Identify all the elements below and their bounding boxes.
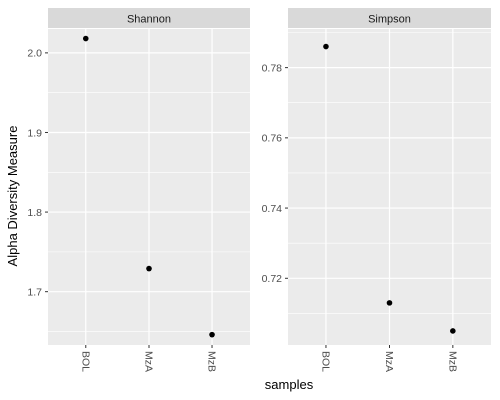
y-tick-label: 1.9 [27, 127, 42, 139]
x-tick-label-mza: MzA [383, 351, 395, 372]
data-point-simpson-bol [323, 44, 329, 50]
facet-strip-label: Simpson [368, 14, 411, 26]
facet-panels: Shannon 1.7 1.8 1.9 2.0 BOL MzA MzB Simpson 0.72 0… [27, 8, 491, 372]
y-tick-label: 1.7 [27, 286, 42, 298]
data-point-shannon-mzb [209, 332, 215, 338]
data-point-shannon-bol [83, 36, 89, 42]
x-tick-label-mzb: MzB [206, 351, 218, 372]
facet-strip-label: Shannon [127, 14, 171, 26]
y-tick-label: 0.78 [262, 62, 283, 74]
y-tick-label: 0.76 [262, 133, 283, 145]
x-tick-label-bol: BOL [79, 351, 91, 372]
x-tick-label-bol: BOL [319, 351, 331, 372]
x-tick-label-mza: MzA [143, 351, 155, 372]
data-point-simpson-mzb [450, 328, 456, 334]
y-axis-title: Alpha Diversity Measure [5, 126, 20, 267]
y-tick-label: 1.8 [27, 207, 42, 219]
x-axis-title: samples [265, 377, 314, 392]
facet-shannon: Shannon 1.7 1.8 1.9 2.0 BOL MzA MzB [27, 8, 250, 372]
y-tick-label: 0.72 [262, 273, 283, 285]
x-tick-label-mzb: MzB [446, 351, 458, 372]
y-tick-label: 0.74 [262, 203, 283, 215]
facet-simpson: Simpson 0.72 0.74 0.76 0.78 BOL MzA MzB [262, 8, 491, 372]
data-point-shannon-mza [146, 266, 152, 272]
y-tick-label: 2.0 [27, 48, 42, 60]
data-point-simpson-mza [387, 300, 393, 306]
